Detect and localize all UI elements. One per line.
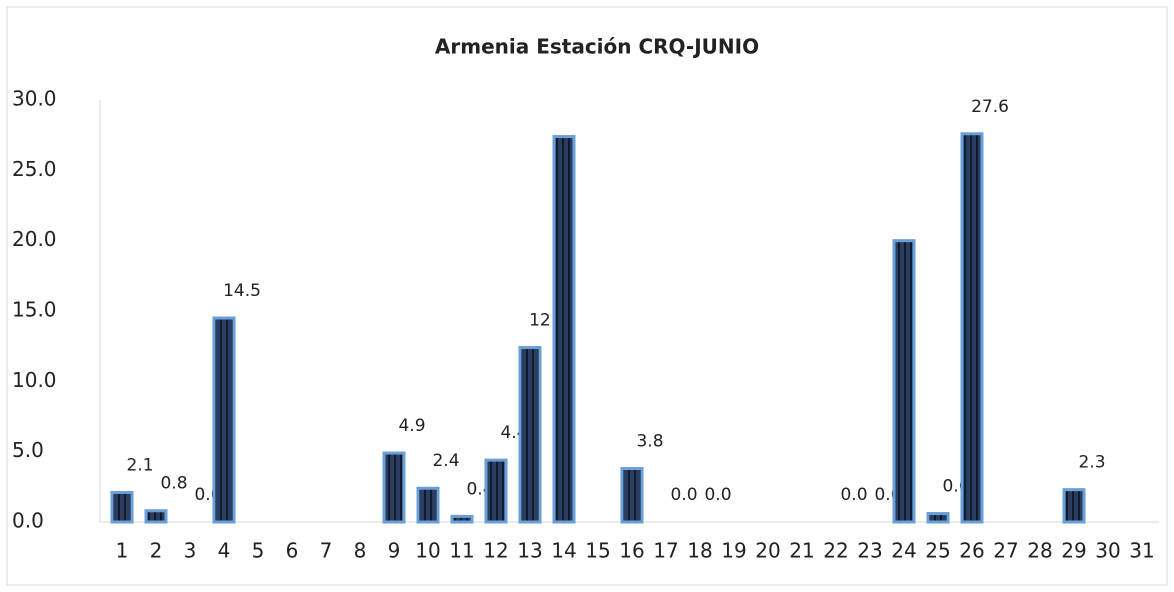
bar: [484, 458, 508, 524]
data-label: 2.1: [126, 455, 153, 475]
x-tick-label: 17: [653, 539, 678, 563]
x-tick-label: 21: [789, 539, 814, 563]
x-tick-label: 22: [823, 539, 848, 563]
x-tick-label: 24: [891, 539, 916, 563]
bar: [926, 512, 950, 524]
x-tick-label: 15: [585, 539, 610, 563]
x-tick-label: 31: [1129, 539, 1154, 563]
bar: [1062, 488, 1086, 524]
bar: [552, 135, 576, 524]
x-tick-label: 1: [116, 539, 129, 563]
x-tick-label: 4: [218, 539, 231, 563]
data-label: 0.8: [160, 474, 187, 494]
data-label: 3.8: [636, 432, 663, 452]
data-label: 0.0: [840, 485, 867, 505]
bar: [212, 316, 236, 524]
data-label: 4.9: [398, 416, 425, 436]
x-tick-label: 10: [415, 539, 440, 563]
x-tick-label: 9: [388, 539, 401, 563]
bar: [620, 467, 644, 524]
bar: [416, 486, 440, 524]
x-tick-label: 18: [687, 539, 712, 563]
bar: [450, 514, 474, 524]
x-tick-label: 16: [619, 539, 644, 563]
bar: [110, 490, 134, 524]
x-tick-label: 3: [184, 539, 197, 563]
y-tick-label: 5.0: [12, 438, 44, 462]
x-tick-label: 12: [483, 539, 508, 563]
y-tick-label: 15.0: [12, 298, 57, 322]
bar: [892, 239, 916, 524]
x-tick-label: 7: [320, 539, 333, 563]
x-tick-label: 28: [1027, 539, 1052, 563]
data-label: 2.4: [432, 451, 459, 471]
data-label: 2.3: [1078, 453, 1105, 473]
y-tick-label: 25.0: [12, 157, 57, 181]
x-tick-label: 13: [517, 539, 542, 563]
x-tick-label: 29: [1061, 539, 1086, 563]
x-tick-label: 25: [925, 539, 950, 563]
bar: [518, 346, 542, 524]
data-label: 27.6: [971, 97, 1009, 117]
x-tick-label: 19: [721, 539, 746, 563]
y-tick-label: 20.0: [12, 227, 57, 251]
chart-border: [6, 6, 1168, 586]
x-tick-label: 11: [449, 539, 474, 563]
y-tick-label: 0.0: [12, 509, 44, 533]
x-tick-label: 8: [354, 539, 367, 563]
data-label: 0.0: [704, 485, 731, 505]
x-tick-label: 6: [286, 539, 299, 563]
x-tick-label: 2: [150, 539, 163, 563]
bar: [144, 509, 168, 524]
x-tick-label: 27: [993, 539, 1018, 563]
y-tick-label: 10.0: [12, 368, 57, 392]
x-tick-label: 30: [1095, 539, 1120, 563]
x-tick-label: 5: [252, 539, 265, 563]
x-tick-label: 26: [959, 539, 984, 563]
chart-title: Armenia Estación CRQ-JUNIO: [435, 35, 759, 59]
x-tick-label: 23: [857, 539, 882, 563]
y-tick-label: 30.0: [12, 87, 57, 111]
bar: [960, 132, 984, 524]
x-tick-label: 14: [551, 539, 576, 563]
bar: [382, 451, 406, 524]
data-label: 0.0: [670, 485, 697, 505]
data-label: 14.5: [223, 281, 261, 301]
x-tick-label: 20: [755, 539, 780, 563]
